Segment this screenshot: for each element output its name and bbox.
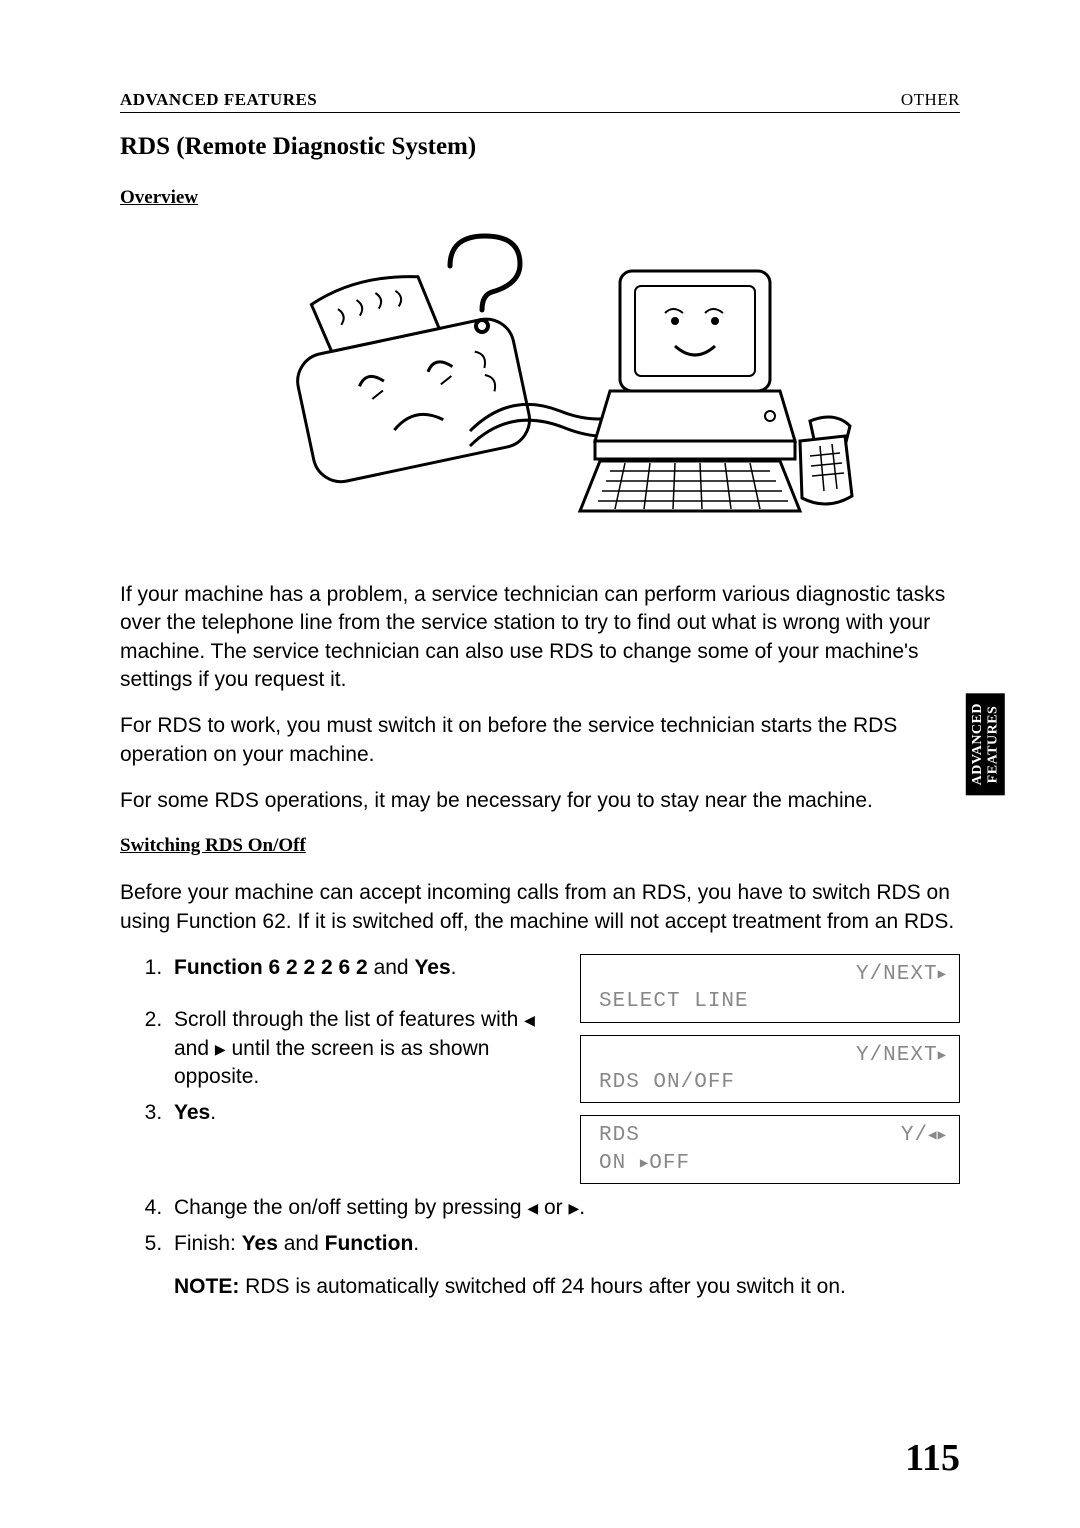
left-arrow-icon: ◀: [527, 1199, 538, 1218]
header-right: OTHER: [901, 90, 960, 110]
step-2-a: Scroll through the list of features with: [174, 1008, 524, 1031]
step-4: Change the on/off setting by pressing ◀ …: [168, 1194, 960, 1222]
step-2: Scroll through the list of features with…: [168, 1006, 556, 1091]
overview-heading: Overview: [120, 187, 960, 209]
switching-heading: Switching RDS On/Off: [120, 835, 960, 857]
overview-para-1: If your machine has a problem, a service…: [120, 581, 960, 694]
step-1: Function 6 2 2 2 6 2 and Yes.: [168, 954, 556, 982]
step-1-function: Function 6 2 2 2 6 2: [174, 956, 368, 979]
lcd-column: Y/NEXT▶ SELECT LINE Y/NEXT▶ RDS ON/OFF R…: [580, 954, 960, 1184]
steps-list: Function 6 2 2 2 6 2 and Yes. Scroll thr…: [120, 954, 556, 1128]
fax-computer-illustration: [220, 231, 860, 541]
note-label: NOTE:: [174, 1275, 239, 1298]
step-2-b: and: [174, 1037, 215, 1060]
step-5-yes: Yes: [242, 1232, 278, 1255]
lcd2-right: Y/NEXT▶: [856, 1042, 947, 1069]
overview-para-3: For some RDS operations, it may be neces…: [120, 787, 960, 815]
lcd2-line2: RDS ON/OFF: [599, 1069, 947, 1096]
step-5: Finish: Yes and Function.: [168, 1230, 960, 1258]
note-text: RDS is automatically switched off 24 hou…: [239, 1275, 846, 1298]
step-3-yes: Yes: [174, 1101, 210, 1124]
section-tab: ADVANCED FEATURES: [966, 693, 1005, 795]
right-arrow-icon: ▶: [568, 1199, 579, 1218]
switching-intro: Before your machine can accept incoming …: [120, 879, 960, 936]
right-triangle-icon: ▶: [938, 1127, 947, 1145]
section-tab-line2: FEATURES: [986, 705, 1001, 783]
step-1-period: .: [451, 956, 457, 979]
overview-para-2: For RDS to work, you must switch it on b…: [120, 712, 960, 769]
lcd3-left: RDS: [599, 1122, 640, 1149]
step-1-and: and: [368, 956, 415, 979]
page-number: 115: [905, 1436, 960, 1480]
lcd-screen-3: RDS Y/◀▶ ON ▶OFF: [580, 1115, 960, 1184]
header-left: ADVANCED FEATURES: [120, 90, 317, 110]
lcd-screen-2: Y/NEXT▶ RDS ON/OFF: [580, 1035, 960, 1104]
page-title: RDS (Remote Diagnostic System): [120, 133, 960, 161]
step-3: Yes.: [168, 1099, 556, 1127]
note: NOTE: RDS is automatically switched off …: [174, 1273, 960, 1301]
page-header: ADVANCED FEATURES OTHER: [120, 90, 960, 113]
step-5-e: .: [413, 1232, 419, 1255]
section-tab-line1: ADVANCED: [970, 703, 985, 785]
step-5-c: and: [278, 1232, 325, 1255]
lcd1-right: Y/NEXT▶: [856, 961, 947, 988]
lcd-screen-1: Y/NEXT▶ SELECT LINE: [580, 954, 960, 1023]
step-5-a: Finish:: [174, 1232, 242, 1255]
lcd3-line2: ON ▶OFF: [599, 1150, 947, 1177]
step-5-function: Function: [325, 1232, 414, 1255]
step-3-period: .: [210, 1101, 216, 1124]
step-1-yes: Yes: [414, 956, 450, 979]
left-arrow-icon: ◀: [524, 1011, 535, 1030]
steps-column: Function 6 2 2 2 6 2 and Yes. Scroll thr…: [120, 954, 556, 1142]
steps-with-screens: Function 6 2 2 2 6 2 and Yes. Scroll thr…: [120, 954, 960, 1184]
right-arrow-icon: ▶: [215, 1040, 226, 1059]
left-triangle-icon: ◀: [928, 1127, 937, 1145]
steps-list-continued: Change the on/off setting by pressing ◀ …: [120, 1194, 960, 1259]
step-4-b: or: [538, 1196, 568, 1219]
step-4-a: Change the on/off setting by pressing: [174, 1196, 527, 1219]
right-triangle-icon: ▶: [938, 966, 947, 984]
cursor-triangle-icon: ▶: [640, 1155, 649, 1173]
step-4-c: .: [579, 1196, 585, 1219]
lcd3-right: Y/◀▶: [901, 1122, 947, 1149]
right-triangle-icon: ▶: [938, 1047, 947, 1065]
lcd1-line2: SELECT LINE: [599, 988, 947, 1015]
